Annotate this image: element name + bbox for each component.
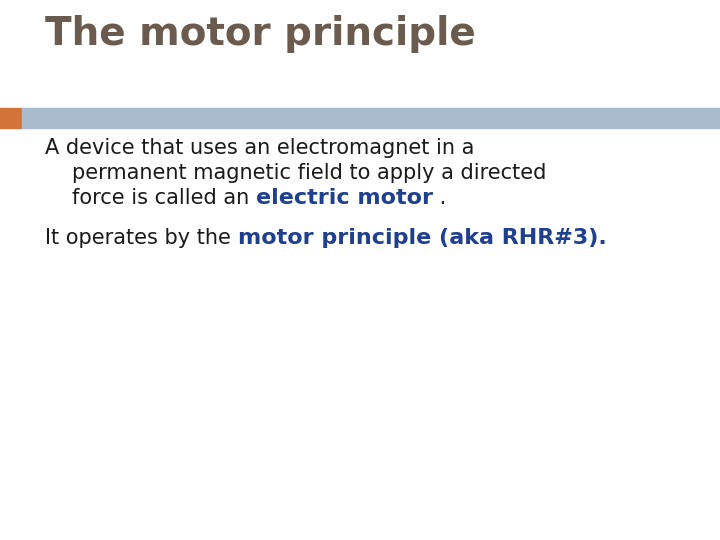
Text: A device that uses an electromagnet in a: A device that uses an electromagnet in a	[45, 138, 474, 158]
Text: force is called an: force is called an	[72, 188, 256, 208]
Bar	[22, 108, 720, 128]
Text: The motor principle: The motor principle	[45, 15, 476, 53]
Bar	[0, 108, 22, 128]
Text: .: .	[433, 188, 446, 208]
Text: motor principle (aka RHR#3).: motor principle (aka RHR#3).	[238, 228, 606, 248]
Text: permanent magnetic field to apply a directed: permanent magnetic field to apply a dire…	[72, 163, 546, 183]
Text: electric motor: electric motor	[256, 188, 433, 208]
Text: It operates by the: It operates by the	[45, 228, 238, 248]
